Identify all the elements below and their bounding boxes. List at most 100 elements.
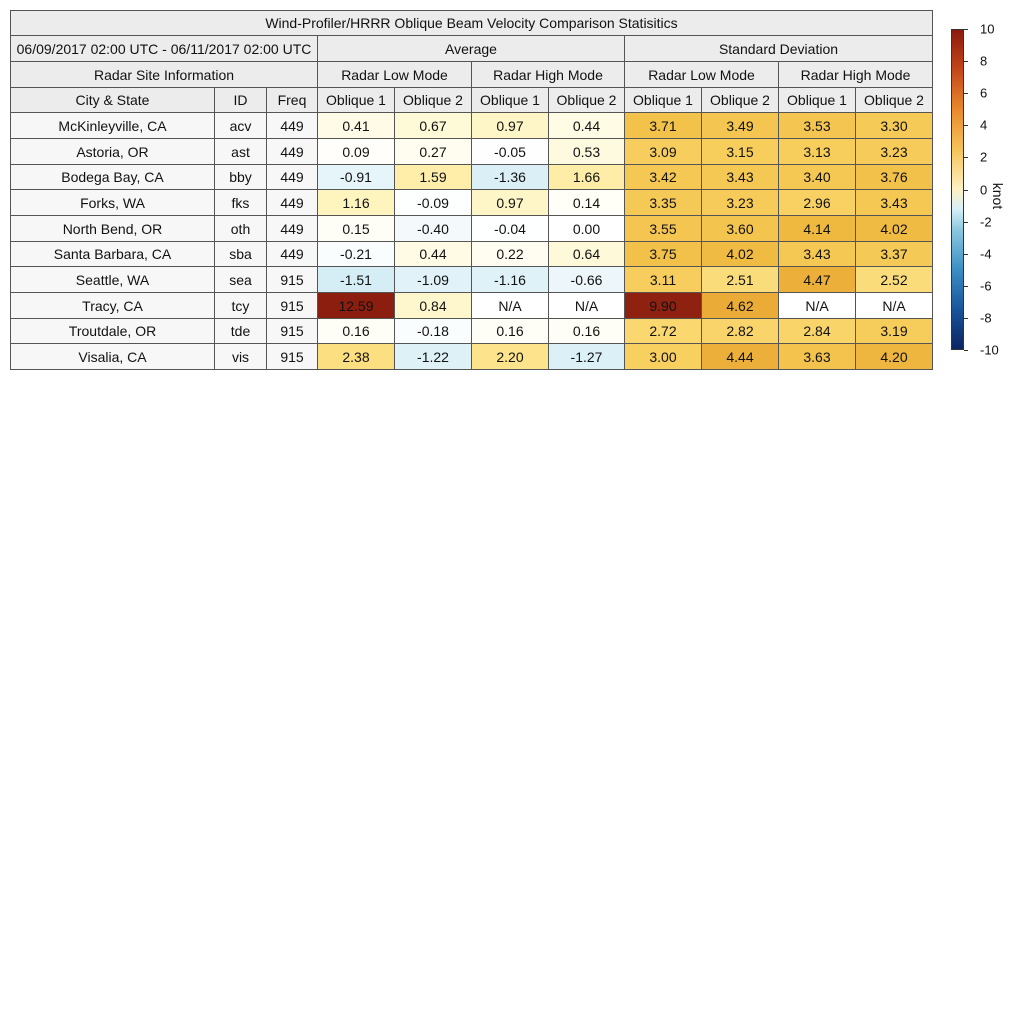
colorbar-tick-label: 8 bbox=[980, 53, 988, 69]
colorbar-tick-mark bbox=[964, 29, 968, 30]
data-cell: 3.19 bbox=[855, 318, 933, 344]
data-cell: -0.04 bbox=[471, 215, 549, 242]
data-cell: 3.42 bbox=[624, 164, 702, 190]
data-cell: 0.00 bbox=[548, 215, 625, 242]
data-cell: 3.35 bbox=[624, 189, 702, 216]
data-cell: 3.63 bbox=[778, 343, 856, 370]
average-header: Average bbox=[317, 35, 625, 62]
data-cell: 4.20 bbox=[855, 343, 933, 370]
colorbar-tick-label: 10 bbox=[980, 21, 995, 37]
data-cell: N/A bbox=[778, 292, 856, 319]
colorbar-tick-mark bbox=[964, 253, 968, 255]
colorbar-tick-mark bbox=[964, 317, 968, 319]
data-cell: 2.52 bbox=[855, 266, 933, 293]
site-freq: 915 bbox=[266, 318, 318, 344]
data-cell: 2.84 bbox=[778, 318, 856, 344]
data-cell: 0.64 bbox=[548, 241, 625, 267]
beam-header: Oblique 2 bbox=[394, 87, 472, 113]
colorbar-tick-mark bbox=[964, 285, 968, 287]
colorbar-tick-label: 2 bbox=[980, 149, 988, 165]
data-cell: -1.22 bbox=[394, 343, 472, 370]
colorbar-label: knot bbox=[990, 182, 1007, 210]
data-cell: -1.09 bbox=[394, 266, 472, 293]
site-city: Seattle, WA bbox=[10, 266, 215, 293]
data-cell: -0.91 bbox=[317, 164, 395, 190]
site-info-header: Radar Site Information bbox=[10, 61, 318, 88]
data-cell: 9.90 bbox=[624, 292, 702, 319]
site-id: sea bbox=[214, 266, 267, 293]
data-cell: 0.16 bbox=[548, 318, 625, 344]
data-cell: -0.05 bbox=[471, 138, 549, 165]
data-cell: 2.51 bbox=[701, 266, 779, 293]
site-freq: 449 bbox=[266, 112, 318, 139]
colorbar-tick-mark bbox=[964, 61, 968, 63]
site-id: bby bbox=[214, 164, 267, 190]
data-cell: 3.09 bbox=[624, 138, 702, 165]
colorbar-tick-label: -6 bbox=[980, 278, 992, 294]
colorbar-tick-label: -4 bbox=[980, 246, 992, 262]
std-dev-header: Standard Deviation bbox=[624, 35, 933, 62]
data-cell: 4.14 bbox=[778, 215, 856, 242]
colorbar-tick-mark bbox=[964, 93, 968, 95]
data-cell: 3.23 bbox=[855, 138, 933, 165]
beam-header: Oblique 1 bbox=[778, 87, 856, 113]
data-cell: -0.18 bbox=[394, 318, 472, 344]
data-cell: 0.14 bbox=[548, 189, 625, 216]
data-cell: 3.15 bbox=[701, 138, 779, 165]
data-cell: 4.62 bbox=[701, 292, 779, 319]
data-cell: 3.37 bbox=[855, 241, 933, 267]
data-cell: 3.43 bbox=[701, 164, 779, 190]
mode-header: Radar Low Mode bbox=[624, 61, 779, 88]
data-cell: 1.16 bbox=[317, 189, 395, 216]
column-header: ID bbox=[214, 87, 267, 113]
colorbar-tick-label: -8 bbox=[980, 310, 992, 326]
colorbar-tick-label: 6 bbox=[980, 85, 988, 101]
site-city: Troutdale, OR bbox=[10, 318, 215, 344]
data-cell: 4.47 bbox=[778, 266, 856, 293]
data-cell: 0.22 bbox=[471, 241, 549, 267]
data-cell: N/A bbox=[855, 292, 933, 319]
data-cell: 3.49 bbox=[701, 112, 779, 139]
data-cell: -1.51 bbox=[317, 266, 395, 293]
data-cell: 2.38 bbox=[317, 343, 395, 370]
column-header: Freq bbox=[266, 87, 318, 113]
data-cell: 0.67 bbox=[394, 112, 472, 139]
site-id: tcy bbox=[214, 292, 267, 319]
data-cell: 3.71 bbox=[624, 112, 702, 139]
data-cell: 0.97 bbox=[471, 112, 549, 139]
comparison-table: Wind-Profiler/HRRR Oblique Beam Velocity… bbox=[10, 10, 933, 370]
data-cell: 4.44 bbox=[701, 343, 779, 370]
site-freq: 449 bbox=[266, 138, 318, 165]
colorbar-tick-label: 4 bbox=[980, 117, 988, 133]
data-cell: 4.02 bbox=[855, 215, 933, 242]
site-id: vis bbox=[214, 343, 267, 370]
data-cell: 3.00 bbox=[624, 343, 702, 370]
colorbar bbox=[951, 29, 964, 350]
column-header: City & State bbox=[10, 87, 215, 113]
site-city: Visalia, CA bbox=[10, 343, 215, 370]
site-id: fks bbox=[214, 189, 267, 216]
data-cell: -0.40 bbox=[394, 215, 472, 242]
mode-header: Radar High Mode bbox=[471, 61, 625, 88]
data-cell: 0.15 bbox=[317, 215, 395, 242]
beam-header: Oblique 2 bbox=[855, 87, 933, 113]
data-cell: 4.02 bbox=[701, 241, 779, 267]
data-cell: 3.43 bbox=[778, 241, 856, 267]
data-cell: -1.36 bbox=[471, 164, 549, 190]
data-cell: 3.43 bbox=[855, 189, 933, 216]
site-city: McKinleyville, CA bbox=[10, 112, 215, 139]
data-cell: 0.16 bbox=[471, 318, 549, 344]
data-cell: 3.60 bbox=[701, 215, 779, 242]
data-cell: 0.97 bbox=[471, 189, 549, 216]
data-cell: 0.44 bbox=[394, 241, 472, 267]
data-cell: 1.66 bbox=[548, 164, 625, 190]
table-title: Wind-Profiler/HRRR Oblique Beam Velocity… bbox=[10, 10, 933, 36]
data-cell: 12.59 bbox=[317, 292, 395, 319]
colorbar-tick-mark bbox=[964, 350, 968, 351]
data-cell: 2.20 bbox=[471, 343, 549, 370]
data-cell: N/A bbox=[471, 292, 549, 319]
data-cell: 3.30 bbox=[855, 112, 933, 139]
data-cell: -0.21 bbox=[317, 241, 395, 267]
data-cell: 0.84 bbox=[394, 292, 472, 319]
mode-header: Radar Low Mode bbox=[317, 61, 472, 88]
